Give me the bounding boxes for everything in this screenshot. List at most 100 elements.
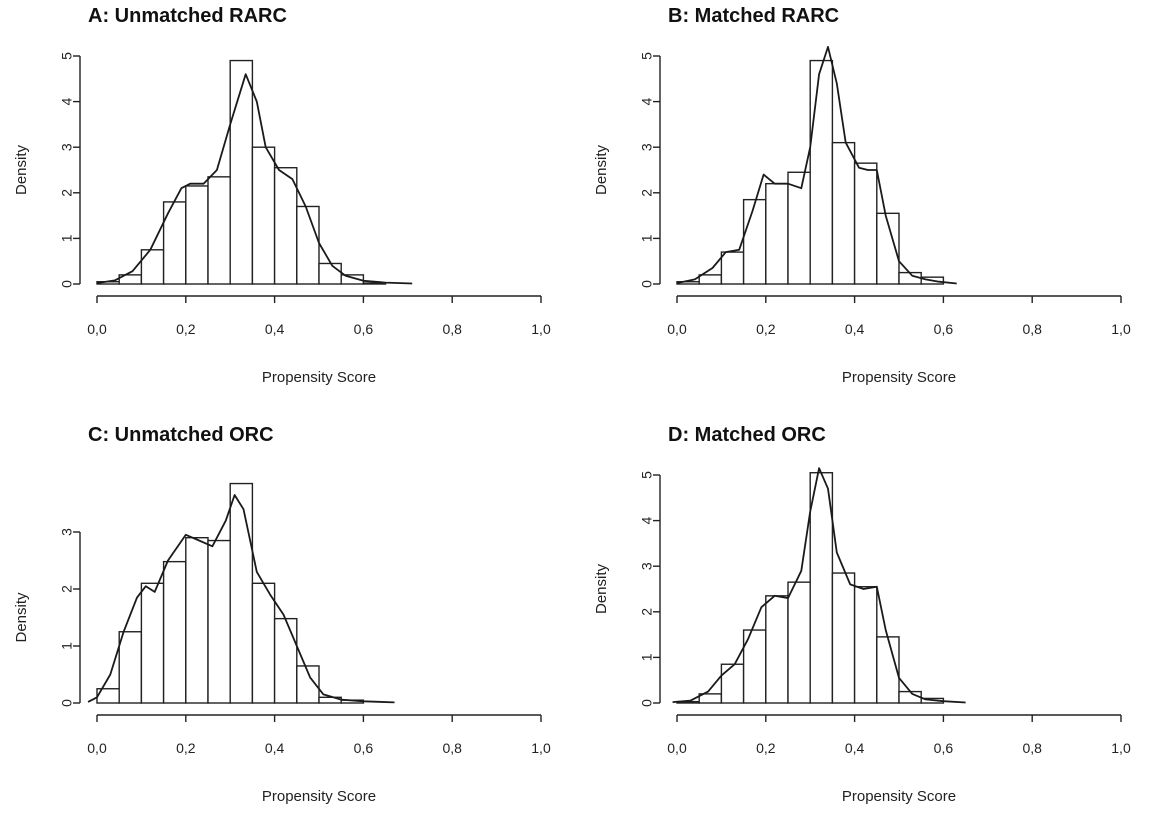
chart-title: A: Unmatched RARC <box>88 5 287 27</box>
y-tick-label: 1 <box>59 234 75 242</box>
histogram-bar <box>340 274 365 285</box>
x-tick-label: 0,0 <box>87 740 107 756</box>
y-tick-label: 4 <box>639 516 655 524</box>
histogram-bar <box>296 665 320 704</box>
histogram-bar <box>898 690 922 704</box>
histogram-bar <box>185 185 209 285</box>
y-tick-label: 2 <box>639 608 655 616</box>
histogram-bar <box>765 182 789 285</box>
y-tick-label: 2 <box>59 585 75 593</box>
histogram-bar <box>787 171 811 285</box>
y-tick-label: 0 <box>639 699 655 707</box>
histogram-bar <box>207 176 231 285</box>
x-axis-label: Propensity Score <box>842 369 956 386</box>
histogram-bar <box>362 282 387 285</box>
histogram-bar <box>185 536 209 704</box>
histogram-bar <box>229 59 254 285</box>
x-tick-label: 0,0 <box>667 740 687 756</box>
y-axis-label: Density <box>593 563 610 614</box>
histogram-bar <box>876 636 900 704</box>
histogram-bar <box>118 631 143 704</box>
y-tick-label: 0 <box>59 699 75 707</box>
histogram-bar <box>876 212 900 285</box>
y-tick-label: 2 <box>59 189 75 197</box>
density-curve <box>672 467 966 704</box>
y-tick-label: 3 <box>639 143 655 151</box>
y-tick-label: 1 <box>639 234 655 242</box>
chart-title: D: Matched ORC <box>668 424 826 446</box>
histogram-bar <box>296 205 320 285</box>
chart-svg: A: Unmatched RARC 0,0 0,2 0,4 0,6 0,8 1,0 Prope… <box>13 5 551 386</box>
histogram-bar <box>809 472 834 704</box>
y-tick-label: 2 <box>639 189 655 197</box>
chart-title: C: Unmatched ORC <box>88 424 274 446</box>
x-tick-label: 1,0 <box>531 321 551 337</box>
x-tick-label: 0,8 <box>1022 740 1042 756</box>
y-tick-label: 5 <box>639 471 655 479</box>
density-curve <box>87 494 395 704</box>
chart-svg: B: Matched RARC 0,0 0,2 0,4 0,6 0,8 1,0 Propens… <box>593 5 1131 386</box>
y-tick-label: 3 <box>59 528 75 536</box>
x-tick-label: 0,6 <box>354 740 374 756</box>
x-tick-label: 0,2 <box>176 740 196 756</box>
y-tick-label: 4 <box>639 97 655 105</box>
histogram-bar <box>318 262 342 285</box>
histogram-bar <box>720 663 745 704</box>
x-tick-label: 0,6 <box>354 321 374 337</box>
x-tick-label: 0,4 <box>845 740 865 756</box>
histogram-bar <box>853 586 878 704</box>
x-axis-label: Propensity Score <box>262 788 376 805</box>
chart-panel-b: B: Matched RARC 0,0 0,2 0,4 0,6 0,8 1,0 Propens… <box>580 0 1160 419</box>
x-tick-label: 0,0 <box>667 321 687 337</box>
histogram-bar <box>698 274 723 285</box>
x-axis-label: Propensity Score <box>262 369 376 386</box>
histogram-bar <box>251 146 276 285</box>
y-tick-label: 0 <box>59 280 75 288</box>
x-axis-label: Propensity Score <box>842 788 956 805</box>
histogram-bar <box>765 595 789 704</box>
x-tick-label: 0,4 <box>845 321 865 337</box>
x-tick-label: 0,8 <box>442 740 462 756</box>
chart-panel-c: C: Unmatched ORC 0,0 0,2 0,4 0,6 0,8 1,0 Propen… <box>0 419 580 838</box>
x-tick-label: 1,0 <box>1111 321 1131 337</box>
chart-panel-a: A: Unmatched RARC 0,0 0,2 0,4 0,6 0,8 1,0 Prope… <box>0 0 580 419</box>
x-tick-label: 0,8 <box>442 321 462 337</box>
histogram-bar <box>809 59 834 285</box>
y-axis-label: Density <box>13 144 30 195</box>
y-tick-label: 5 <box>639 52 655 60</box>
chart-svg: C: Unmatched ORC 0,0 0,2 0,4 0,6 0,8 1,0 Propen… <box>13 424 551 805</box>
histogram-bar <box>853 162 878 285</box>
histogram-bar <box>251 582 276 704</box>
y-tick-label: 5 <box>59 52 75 60</box>
y-axis-label: Density <box>593 144 610 195</box>
histogram-bar <box>787 581 811 704</box>
x-tick-label: 0,6 <box>934 321 954 337</box>
histogram-bar <box>207 539 231 704</box>
histogram-bar <box>831 141 856 285</box>
y-tick-label: 3 <box>59 143 75 151</box>
x-tick-label: 0,2 <box>756 740 776 756</box>
y-tick-label: 4 <box>59 97 75 105</box>
histogram-bar <box>742 198 767 285</box>
y-tick-label: 3 <box>639 562 655 570</box>
x-tick-label: 0,2 <box>176 321 196 337</box>
x-tick-label: 0,2 <box>756 321 776 337</box>
histogram-bar <box>229 482 254 704</box>
chart-svg: D: Matched ORC 0,0 0,2 0,4 0,6 0,8 1,0 Propensi… <box>593 424 1131 805</box>
x-tick-label: 0,8 <box>1022 321 1042 337</box>
histogram-bar <box>273 617 298 704</box>
density-curve <box>96 73 413 285</box>
histogram-bar <box>140 582 165 704</box>
histogram-bar <box>273 167 298 285</box>
x-tick-label: 1,0 <box>531 740 551 756</box>
y-axis-label: Density <box>13 592 30 643</box>
x-tick-label: 0,4 <box>265 321 285 337</box>
histogram-bar <box>140 249 165 285</box>
histogram-bar <box>720 251 745 285</box>
x-tick-label: 0,4 <box>265 740 285 756</box>
chart-title: B: Matched RARC <box>668 5 839 27</box>
x-tick-label: 0,6 <box>934 740 954 756</box>
y-tick-label: 1 <box>59 642 75 650</box>
y-tick-label: 1 <box>639 653 655 661</box>
histogram-bar <box>831 572 856 704</box>
